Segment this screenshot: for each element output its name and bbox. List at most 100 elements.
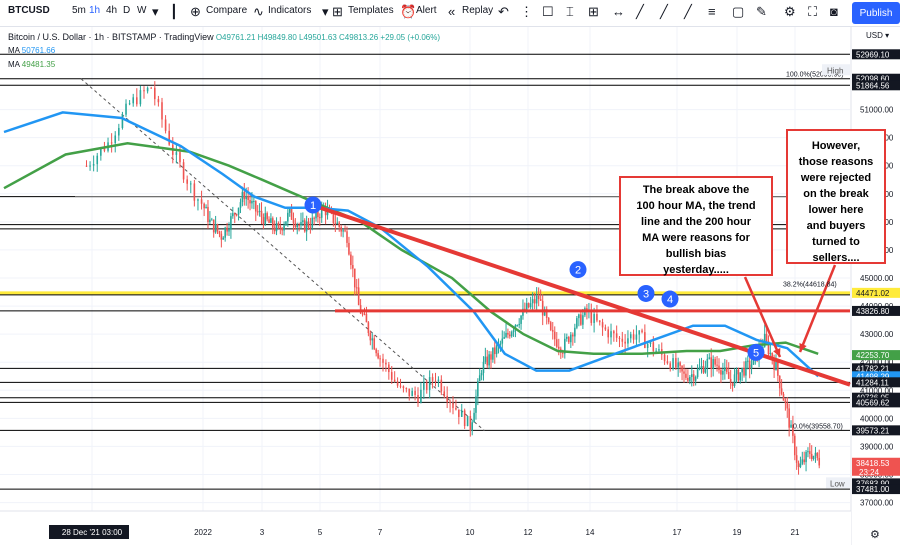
settings-icon[interactable]: ⚙	[784, 4, 796, 19]
candle-body	[490, 354, 492, 360]
crosshair-box-icon[interactable]: ☐	[542, 4, 554, 19]
indicators-dropdown-icon[interactable]: ▾	[322, 4, 329, 19]
indicators-button[interactable]: Indicators	[268, 5, 312, 16]
candle-body	[235, 214, 238, 216]
candle-body	[621, 338, 624, 342]
undo-icon[interactable]: ↶	[498, 4, 509, 19]
interval-4h[interactable]: 4h	[106, 5, 118, 16]
text-tool-icon[interactable]: ⌶	[566, 4, 574, 19]
price-tick-label: 41000.00	[860, 386, 894, 395]
price-label: 41498.29	[856, 372, 890, 381]
compare-button[interactable]: Compare	[206, 5, 248, 16]
candle-body	[411, 390, 413, 397]
candle-body	[390, 372, 393, 380]
extended-line-icon[interactable]: ╱	[684, 4, 692, 19]
candle-body	[357, 287, 360, 306]
templates-icon[interactable]: ⊞	[332, 4, 343, 19]
price-chart[interactable]: 100.0%(52098.60) 38.2%(44618.84) 0.0%(3955…	[0, 27, 900, 545]
candle-body	[254, 200, 257, 212]
candle-body	[555, 339, 558, 347]
ray-icon[interactable]: ╱	[660, 4, 668, 19]
vertical-line-icon[interactable]: ⋮	[520, 4, 533, 19]
candle-body	[663, 354, 666, 362]
time-tick-label: 28 Dec '21 03:00	[62, 528, 123, 537]
candle-body	[222, 237, 225, 240]
candle-body	[414, 390, 416, 396]
legend-ma2-label[interactable]: MA	[8, 60, 20, 69]
plus-circle-icon[interactable]: ⊕	[190, 4, 201, 19]
rectangle-icon[interactable]: ▢	[732, 4, 745, 19]
candle-body	[348, 242, 350, 255]
candle-body	[482, 361, 485, 374]
candles-icon[interactable]: ┃	[170, 4, 178, 19]
candle-body	[420, 389, 422, 403]
candle-body	[203, 203, 205, 209]
line-tool-icon[interactable]: ↔	[612, 4, 625, 19]
candle-body	[247, 196, 249, 200]
price-label-bg	[852, 363, 900, 374]
legend-ma1-label[interactable]: MA	[8, 46, 20, 55]
fullscreen-icon[interactable]: ⛶	[808, 4, 818, 19]
candle-body	[763, 333, 766, 347]
trend-line-icon[interactable]: ╱	[636, 4, 644, 19]
candle-body	[179, 152, 181, 163]
fib-icon[interactable]: ≡	[708, 4, 716, 19]
time-tick-label: 12	[524, 528, 533, 537]
candle-body	[309, 226, 312, 228]
alert-button[interactable]: Alert	[416, 5, 437, 16]
candle-body	[722, 370, 724, 375]
candle-body	[243, 191, 246, 200]
candle-body	[393, 379, 396, 382]
price-label-bg	[852, 478, 900, 489]
candle-body	[788, 408, 790, 428]
candle-body	[186, 179, 188, 184]
time-tick-label: 19	[733, 528, 742, 537]
alert-icon[interactable]: ⏰	[400, 4, 417, 19]
replay-icon[interactable]: «	[448, 4, 456, 19]
price-tick-label: 39000.00	[860, 442, 894, 451]
publish-button[interactable]: Publish	[852, 2, 900, 24]
candle-body	[399, 385, 402, 387]
candle-body	[344, 230, 346, 232]
candle-body	[784, 400, 787, 403]
candle-body	[143, 90, 145, 92]
brush-icon[interactable]: ✎	[756, 4, 767, 19]
candle-body	[121, 114, 124, 128]
grid-icon[interactable]: ⊞	[588, 4, 599, 19]
candle-body	[638, 330, 641, 335]
candle-body	[745, 361, 747, 376]
replay-button[interactable]: Replay	[462, 5, 494, 16]
candle-body	[446, 396, 448, 402]
chart-settings-icon[interactable]: ⚙	[870, 529, 880, 541]
candle-body	[197, 199, 199, 201]
candle-body	[727, 371, 730, 379]
annotation-line: sellers....	[812, 252, 860, 264]
interval-1h[interactable]: 1h	[89, 5, 101, 16]
candle-body	[402, 386, 405, 389]
camera-icon[interactable]: ◙	[830, 4, 838, 19]
candle-body	[157, 99, 160, 103]
interval-5m[interactable]: 5m	[72, 5, 86, 16]
interval-w[interactable]: W	[137, 5, 147, 16]
interval-d[interactable]: D	[123, 5, 131, 16]
legend-title: Bitcoin / U.S. Dollar · 1h · BITSTAMP · …	[8, 32, 214, 42]
candle-body	[724, 367, 726, 371]
interval-dropdown-icon[interactable]: ▾	[152, 4, 159, 19]
candle-body	[710, 357, 713, 369]
marker-circle	[747, 343, 765, 361]
templates-button[interactable]: Templates	[348, 5, 394, 16]
red-trendlines	[311, 203, 851, 387]
indicators-icon[interactable]: ∿	[253, 4, 264, 19]
candle-body	[551, 329, 554, 332]
candle-body	[369, 333, 372, 341]
candle-body	[452, 403, 454, 408]
candle-body	[375, 349, 377, 354]
annotation-line: However,	[811, 140, 861, 152]
candle-body	[396, 381, 399, 386]
chart-legend: Bitcoin / U.S. Dollar · 1h · BITSTAMP · …	[8, 30, 440, 72]
candle-body	[694, 376, 697, 381]
candle-body	[264, 213, 267, 225]
candle-body	[262, 217, 265, 225]
fib-label: 100.0%(52098.60)	[786, 72, 844, 79]
symbol-search[interactable]: BTCUSD	[8, 5, 50, 16]
